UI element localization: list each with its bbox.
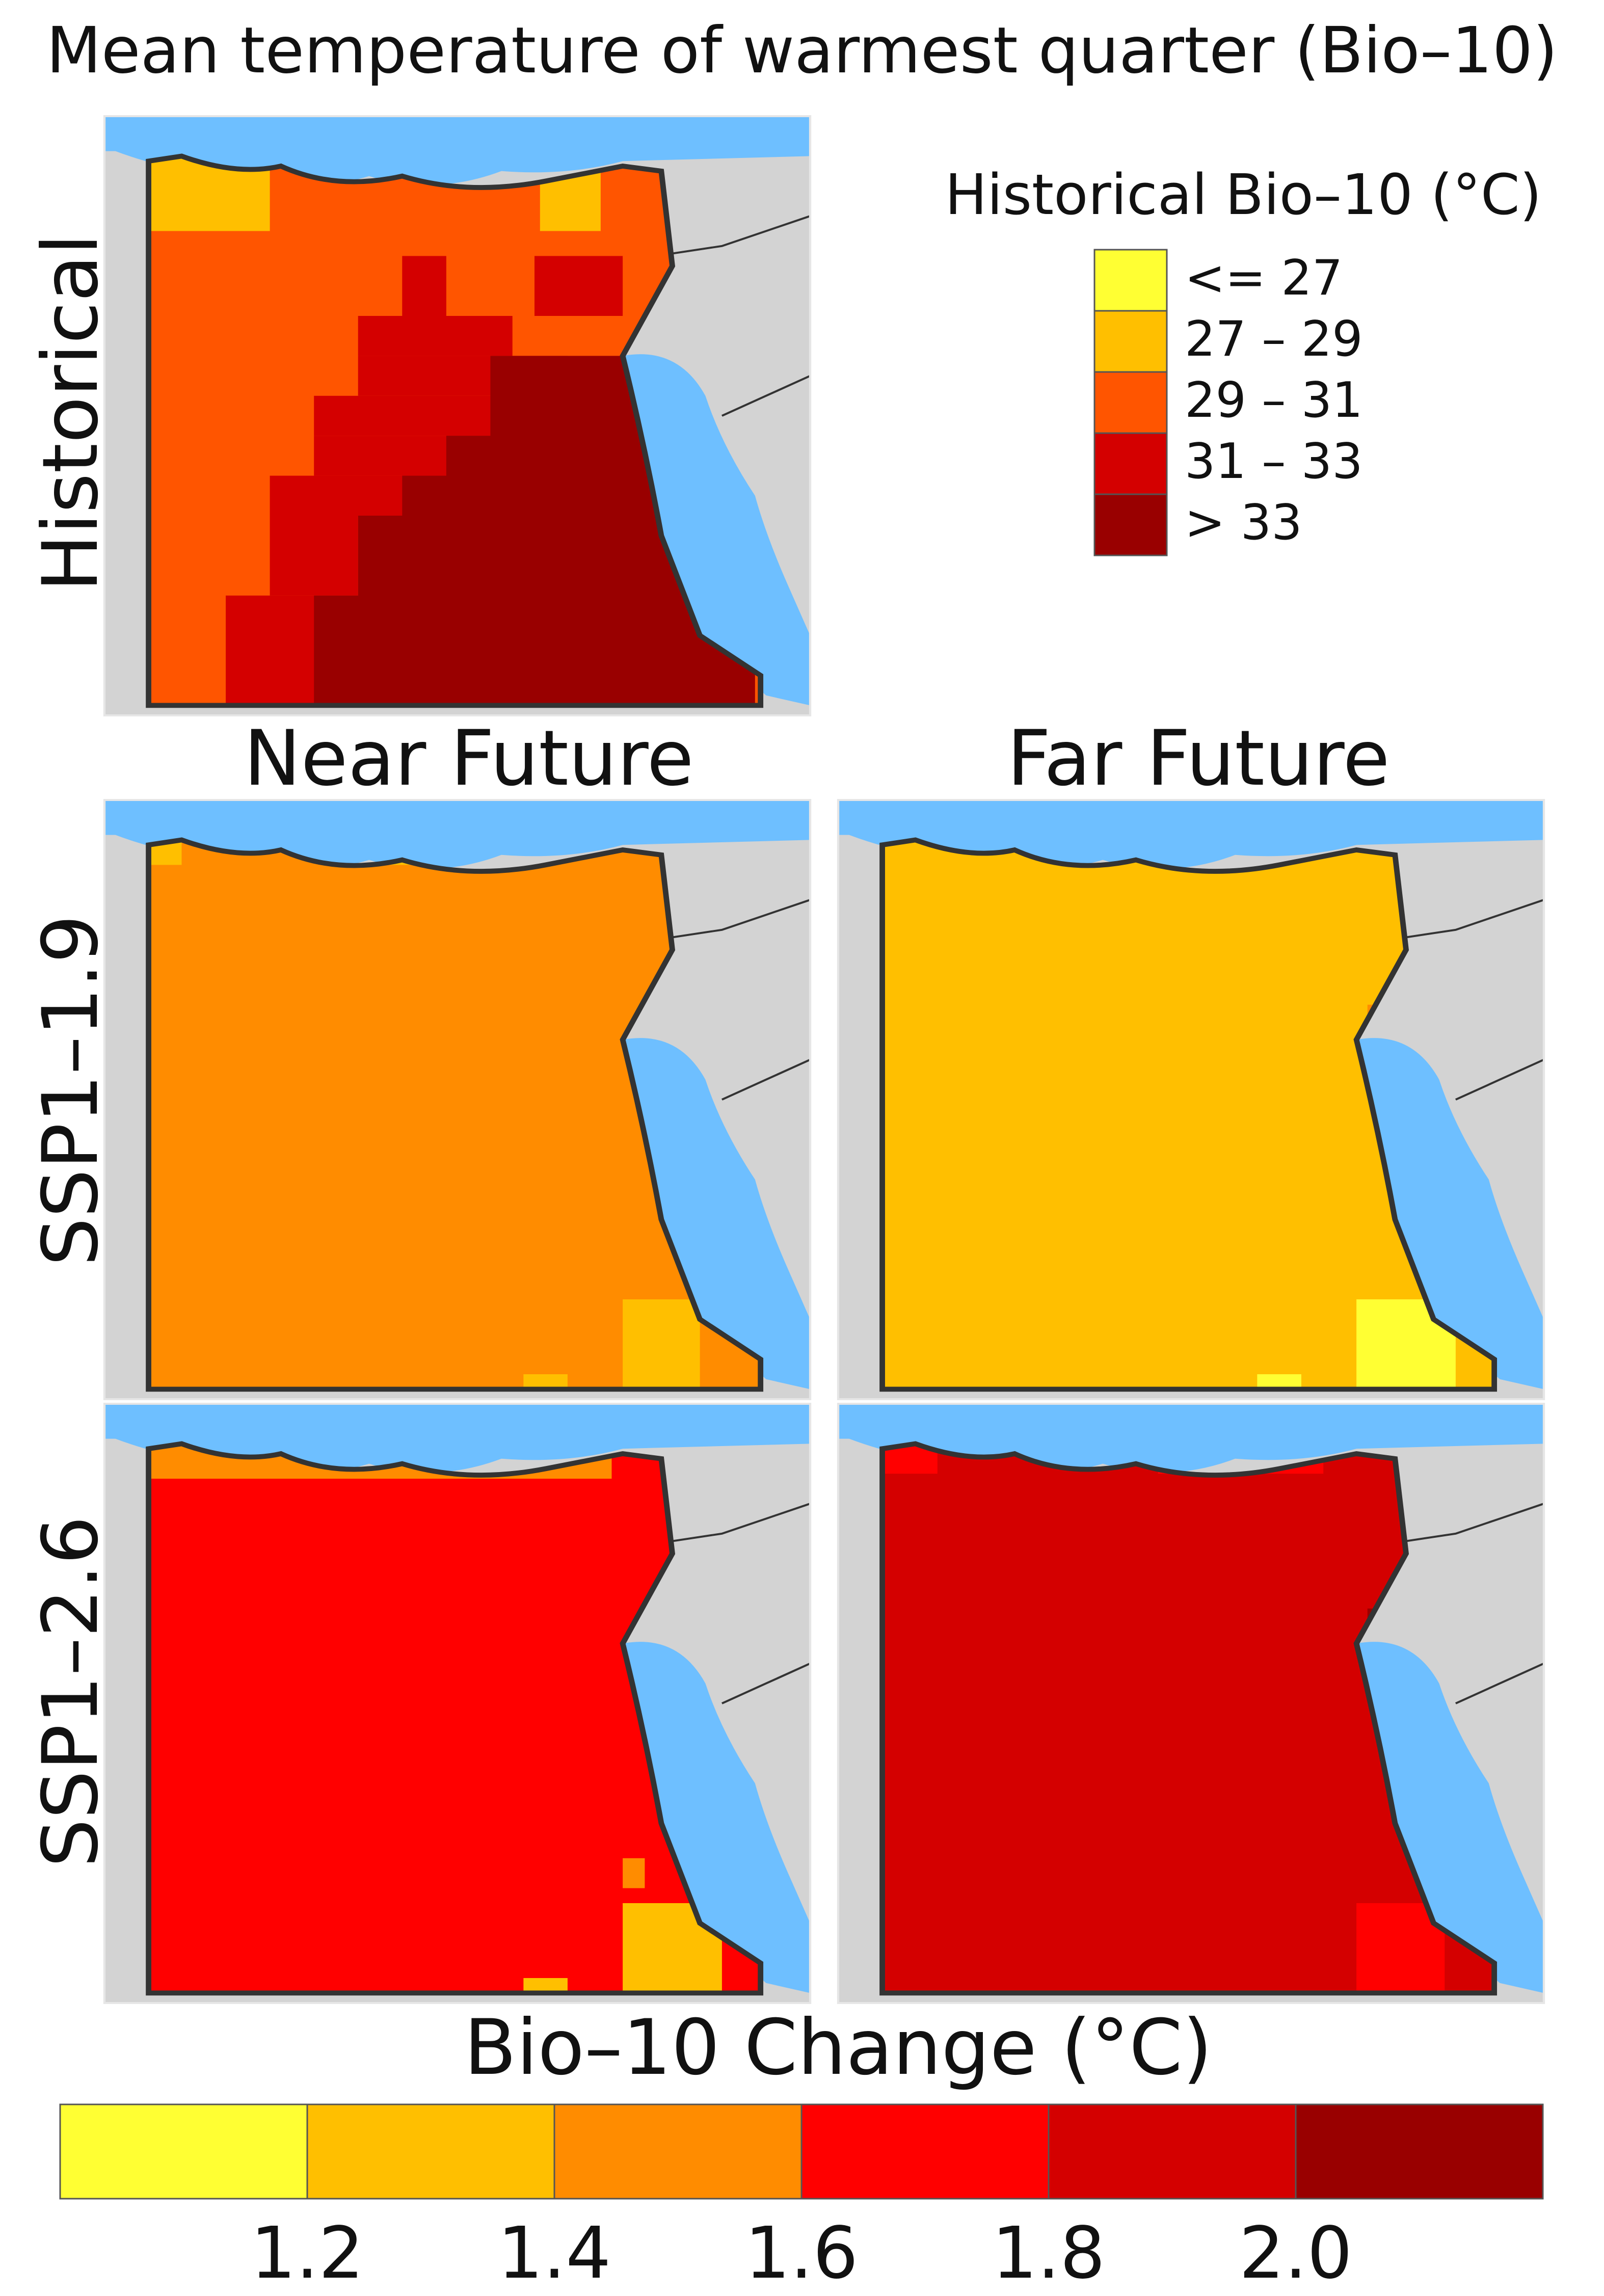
historical-legend-swatch (1093, 493, 1168, 556)
row-label-ssp119: SSP1–1.9 (26, 915, 115, 1266)
change-legend-swatch (800, 2103, 1050, 2200)
figure-title: Mean temperature of warmest quarter (Bio… (46, 14, 1558, 88)
historical-legend-label: > 33 (1185, 495, 1302, 551)
historical-legend-label: 29 – 31 (1185, 372, 1363, 429)
row-label-ssp126: SSP1–2.6 (26, 1516, 115, 1867)
change-legend-swatch (306, 2103, 555, 2200)
row-label-historical: Historical (26, 234, 115, 592)
change-legend-swatch (1295, 2103, 1544, 2200)
change-legend-title: Bio–10 Change (°C) (464, 2004, 1213, 2092)
map-far-future-ssp126 (837, 1403, 1545, 2004)
change-legend-tick-label: 1.6 (745, 2212, 859, 2295)
change-legend-tick-label: 1.2 (251, 2212, 364, 2295)
map-historical (103, 115, 812, 716)
historical-legend-swatch (1093, 310, 1168, 373)
column-header-far-future: Far Future (1007, 714, 1389, 803)
column-header-near-future: Near Future (244, 714, 693, 803)
historical-legend-swatch (1093, 371, 1168, 434)
map-near-future-ssp119 (103, 799, 812, 1400)
historical-legend-swatch (1093, 249, 1168, 312)
change-legend: Bio–10 Change (°C) 1.2 1.4 1.6 1.8 2.0 (59, 2004, 1544, 2295)
change-legend-swatch (59, 2103, 308, 2200)
historical-legend-label: 31 – 33 (1185, 434, 1363, 490)
change-legend-tick-label: 2.0 (1239, 2212, 1353, 2295)
map-far-future-ssp119 (837, 799, 1545, 1400)
change-legend-tick-label: 1.8 (992, 2212, 1106, 2295)
map-near-future-ssp126 (103, 1403, 812, 2004)
historical-legend-label: 27 – 29 (1185, 311, 1363, 367)
change-legend-swatch (1048, 2103, 1297, 2200)
change-legend-ticks: 1.2 1.4 1.6 1.8 2.0 (251, 2212, 1353, 2295)
historical-legend-swatch (1093, 432, 1168, 495)
historical-legend-label: <= 27 (1185, 250, 1343, 306)
change-legend-swatch (553, 2103, 803, 2200)
historical-legend-title: Historical Bio–10 (°C) (945, 162, 1541, 227)
change-legend-colorbar (59, 2103, 1544, 2200)
change-legend-tick-label: 1.4 (498, 2212, 611, 2295)
